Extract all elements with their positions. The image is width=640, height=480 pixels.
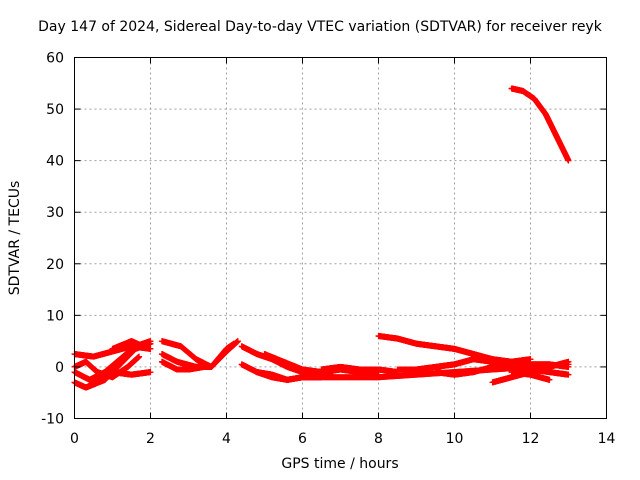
x-axis-label: GPS time / hours <box>281 456 399 472</box>
series-track-16 <box>375 332 572 370</box>
data-series <box>71 85 572 391</box>
data-point <box>147 369 154 376</box>
series-track-4 <box>71 353 143 381</box>
chart-title: Day 147 of 2024, Sidereal Day-to-day VTE… <box>38 19 602 35</box>
